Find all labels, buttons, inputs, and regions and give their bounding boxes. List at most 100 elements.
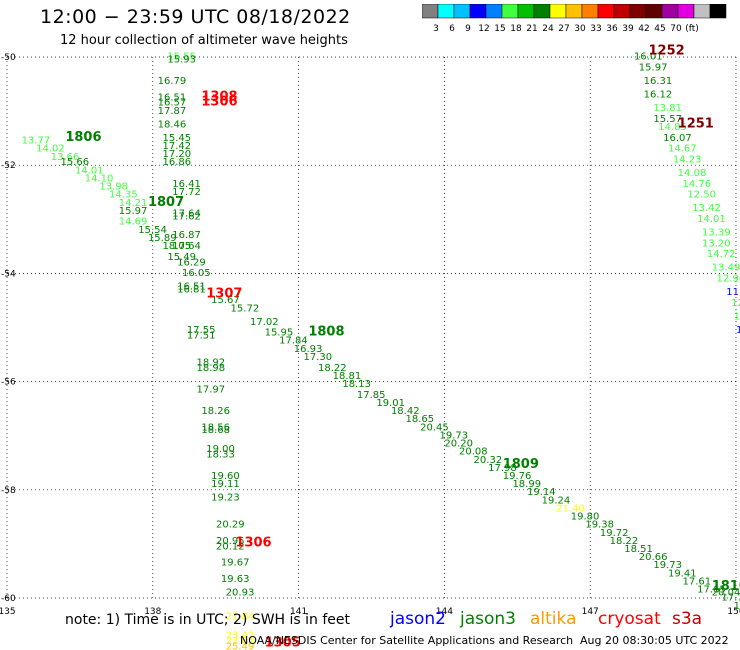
y-tick-label: -54 bbox=[1, 269, 16, 279]
wave-height-value: 18.81 bbox=[333, 371, 362, 382]
wave-height-value: 19.00 bbox=[206, 444, 235, 455]
wave-height-value: 14.85 bbox=[658, 122, 687, 133]
x-tick-label: 144 bbox=[436, 607, 453, 617]
wave-height-value: 15.97 bbox=[119, 206, 148, 217]
color-scale-label: 30 bbox=[574, 24, 586, 34]
wave-height-value: 20.95 bbox=[216, 536, 245, 547]
wave-height-value: 19.60 bbox=[211, 471, 240, 482]
wave-height-value: 13.77 bbox=[22, 136, 51, 147]
wave-height-value: 14.23 bbox=[673, 154, 702, 165]
track-id-label: 1306 bbox=[201, 95, 237, 110]
wave-height-value: 13.66 bbox=[51, 152, 80, 163]
wave-height-value: 25.49 bbox=[226, 641, 255, 650]
color-scale-label: 9 bbox=[465, 24, 471, 34]
wave-height-value: 14.01 bbox=[697, 214, 726, 225]
wave-height-value: 20.08 bbox=[459, 447, 488, 458]
color-scale-label: 36 bbox=[606, 24, 618, 34]
wave-height-value: 13.81 bbox=[653, 103, 682, 114]
wave-height-value: 15.72 bbox=[231, 303, 260, 314]
wave-height-value: 16.00 bbox=[734, 601, 740, 612]
wave-height-value: 18.05 bbox=[163, 241, 192, 252]
wave-height-value: 17.62 bbox=[172, 211, 201, 222]
wave-height-value: 12.50 bbox=[687, 190, 716, 201]
wave-height-value: 16.12 bbox=[644, 90, 673, 101]
wave-height-value: 14.01 bbox=[75, 165, 104, 176]
wave-height-value: 17.61 bbox=[683, 576, 712, 587]
track-id-label: 1251 bbox=[678, 116, 714, 131]
x-tick-label: 138 bbox=[144, 607, 161, 617]
wave-height-value: 19.63 bbox=[221, 574, 250, 585]
color-scale-label: 3 bbox=[433, 24, 439, 34]
y-tick-label: -60 bbox=[1, 594, 16, 604]
wave-height-value: 15.89 bbox=[148, 233, 177, 244]
wave-height-value: 20.66 bbox=[639, 552, 668, 563]
wave-height-value: 19.80 bbox=[571, 512, 600, 523]
wave-height-value: 18.22 bbox=[318, 363, 347, 374]
satellite-legend-s3a: s3a bbox=[672, 609, 703, 629]
wave-height-value: 17.98 bbox=[488, 463, 517, 474]
wave-height-value: 18.99 bbox=[512, 479, 541, 490]
wave-height-value: 18.26 bbox=[201, 406, 230, 417]
wave-height-value: 16.81 bbox=[177, 284, 206, 295]
wave-height-value: 20.32 bbox=[474, 455, 503, 466]
wave-height-value: 17.72 bbox=[172, 187, 201, 198]
wave-height-value: 17.30 bbox=[303, 352, 332, 363]
wave-height-value: 15.66 bbox=[60, 157, 89, 168]
wave-height-value: 18.46 bbox=[158, 119, 187, 130]
wave-height-value: 11.92 bbox=[726, 287, 740, 298]
wave-height-value: 15.45 bbox=[163, 133, 192, 144]
wave-height-value: 18.51 bbox=[624, 544, 653, 555]
color-scale-label: 18 bbox=[510, 24, 522, 34]
wave-height-value: 18.65 bbox=[406, 414, 435, 425]
wave-height-value: 17.84 bbox=[279, 336, 308, 347]
wave-height-value: 15.55 bbox=[167, 52, 196, 63]
wave-height-value: 19.38 bbox=[585, 520, 614, 531]
color-scale-bar: 3 6 9 12 15 18 21 24 27 30 33 36 39 42 45 70 (ft) bbox=[422, 4, 727, 34]
wave-height-value: 17.64 bbox=[172, 241, 201, 252]
footer-note: note: 1) Time is in UTC; 2) SWH is in fe… bbox=[65, 612, 351, 628]
x-tick-label: 150 bbox=[727, 607, 740, 617]
satellite-legend-cryosat: cryosat bbox=[598, 609, 661, 629]
color-scale-label: 27 bbox=[558, 24, 569, 34]
color-scale-label: (ft) bbox=[685, 24, 699, 34]
satellite-legend-jason2: jason2 bbox=[390, 609, 446, 629]
track-id-label: 1807 bbox=[148, 195, 184, 210]
color-scale-label: 42 bbox=[638, 24, 649, 34]
wave-height-value: 16.51 bbox=[158, 92, 187, 103]
wave-height-value: 23.42 bbox=[226, 631, 255, 642]
track-id-label: 1307 bbox=[206, 287, 242, 302]
y-tick-label: -52 bbox=[1, 161, 16, 171]
wave-height-value: 12.94 bbox=[717, 274, 740, 285]
wave-height-value: 19.11 bbox=[211, 479, 240, 490]
wave-height-value: 17.97 bbox=[197, 384, 226, 395]
wave-height-value: 19.73 bbox=[653, 560, 682, 571]
wave-height-value: 12.50 bbox=[734, 311, 740, 322]
y-tick-label: -56 bbox=[1, 378, 16, 388]
wave-height-value: 14.02 bbox=[36, 144, 65, 155]
wave-height-value: 16.79 bbox=[158, 76, 187, 87]
color-scale-label: 39 bbox=[622, 24, 634, 34]
wave-height-value: 20.29 bbox=[216, 520, 245, 531]
wave-height-value: 14.69 bbox=[119, 217, 148, 228]
color-scale-label: 33 bbox=[590, 24, 601, 34]
wave-height-value: 13.49 bbox=[712, 263, 740, 274]
footer-date: Aug 20 08:30:05 UTC 2022 bbox=[580, 634, 729, 647]
wave-height-value: 13.39 bbox=[702, 228, 731, 239]
wave-height-value: 15.54 bbox=[138, 225, 167, 236]
wave-height-value: 16.93 bbox=[294, 344, 323, 355]
color-scale-label: 12 bbox=[478, 24, 489, 34]
wave-height-value: 16.07 bbox=[663, 133, 692, 144]
wave-height-value: 16.05 bbox=[182, 268, 211, 279]
wave-height-value: 16.41 bbox=[172, 179, 201, 190]
wave-height-value: 20.04 bbox=[712, 587, 740, 598]
x-tick-label: 141 bbox=[290, 607, 307, 617]
page-subtitle: 12 hour collection of altimeter wave hei… bbox=[60, 33, 348, 48]
wave-height-value: 14.35 bbox=[109, 190, 138, 201]
page-title: 12:00 − 23:59 UTC 08/18/2022 bbox=[40, 6, 351, 28]
wave-height-value: 17.51 bbox=[187, 330, 216, 341]
wave-height-value: 12.34 bbox=[731, 298, 740, 309]
color-scale-label: 6 bbox=[449, 24, 455, 34]
color-scale-label: 24 bbox=[542, 24, 554, 34]
wave-height-value: 13.42 bbox=[692, 203, 721, 214]
